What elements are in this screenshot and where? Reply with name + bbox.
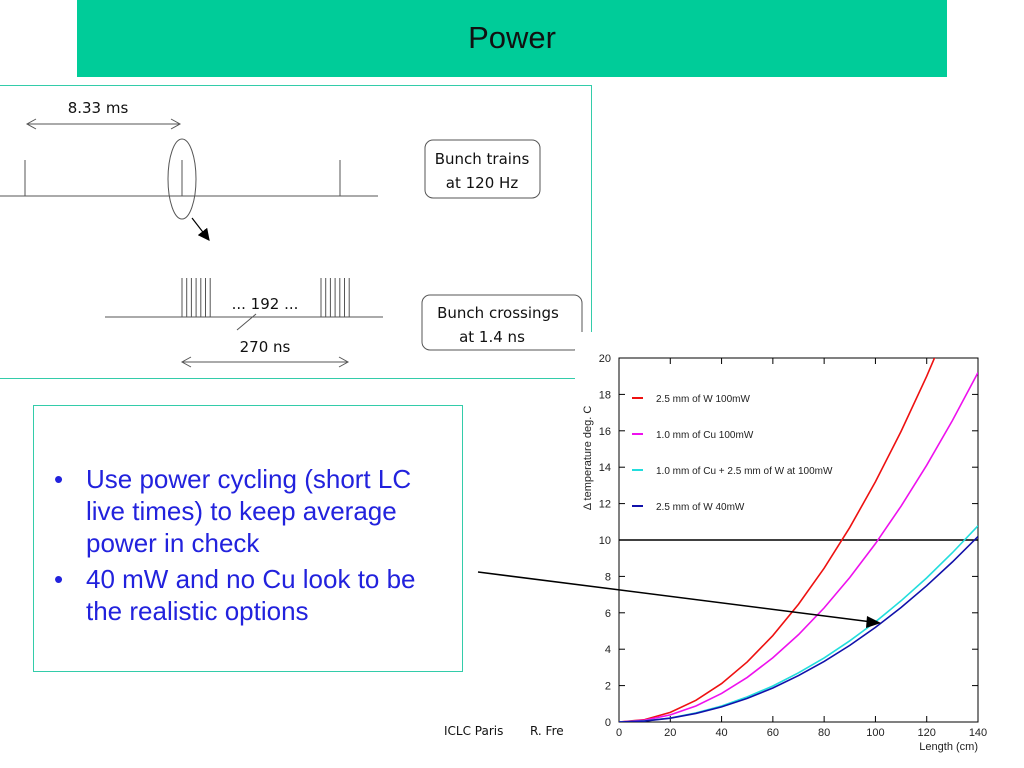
crossing-box: [421, 294, 583, 351]
x-tick-label: 40: [715, 727, 727, 739]
count-label: ... 192 ...: [232, 295, 299, 313]
y-tick-label: 18: [599, 389, 611, 401]
y-tick-label: 12: [599, 499, 611, 511]
bullet-item: 40 mW and no Cu look to be the realistic…: [34, 563, 446, 627]
x-tick-label: 80: [818, 727, 830, 739]
series-line: [619, 535, 978, 722]
legend-label: 1.0 mm of Cu 100mW: [656, 430, 754, 441]
train-box-line2: at 120 Hz: [446, 174, 519, 192]
legend-label: 2.5 mm of W 40mW: [656, 502, 745, 513]
train-box: [424, 139, 541, 199]
footer-event: ICLC Paris: [444, 724, 504, 738]
x-tick-label: 140: [969, 727, 987, 739]
y-tick-label: 14: [599, 462, 611, 474]
crossing-box-line1: Bunch crossings: [437, 304, 559, 322]
y-axis-label: Δ temperature deg. C: [582, 406, 594, 511]
x-axis-label: Length (cm): [919, 741, 978, 753]
slide-title: Power: [468, 20, 556, 55]
footer-author: R. Fre: [530, 724, 564, 738]
bullet-box: Use power cycling (short LC live times) …: [33, 405, 463, 672]
title-bar: Power: [77, 0, 947, 77]
timing-diagram: 8.33 ms Bunch trains at 120 Hz ... 192 .…: [0, 99, 583, 368]
y-tick-label: 4: [605, 644, 611, 656]
y-tick-label: 2: [605, 681, 611, 693]
x-tick-label: 20: [664, 727, 676, 739]
train-box-line1: Bunch trains: [435, 150, 530, 168]
crossing-box-line2: at 1.4 ns: [459, 328, 525, 346]
zoom-ellipse: [167, 138, 197, 220]
y-tick-label: 16: [599, 426, 611, 438]
legend-label: 1.0 mm of Cu + 2.5 mm of W at 100mW: [656, 466, 833, 477]
timing-diagram-frame: [0, 85, 592, 379]
y-tick-label: 0: [605, 717, 611, 729]
y-tick-label: 20: [599, 353, 611, 365]
x-tick-label: 100: [866, 727, 884, 739]
y-tick-label: 6: [605, 608, 611, 620]
x-tick-label: 120: [918, 727, 936, 739]
series-line: [619, 372, 978, 722]
x-tick-label: 60: [767, 727, 779, 739]
legend-label: 2.5 mm of W 100mW: [656, 394, 750, 405]
y-tick-label: 10: [599, 535, 611, 547]
temperature-chart: 0 20 40 60 80 100 120 140 0 2 4 6 8 10 12 14 16 18 20 Lengt…: [575, 332, 1024, 768]
train-length-label: 270 ns: [240, 338, 291, 356]
bullet-item: Use power cycling (short LC live times) …: [34, 463, 446, 559]
y-tick-label: 8: [605, 571, 611, 583]
x-tick-label: 0: [616, 727, 622, 739]
period-label: 8.33 ms: [68, 99, 129, 117]
